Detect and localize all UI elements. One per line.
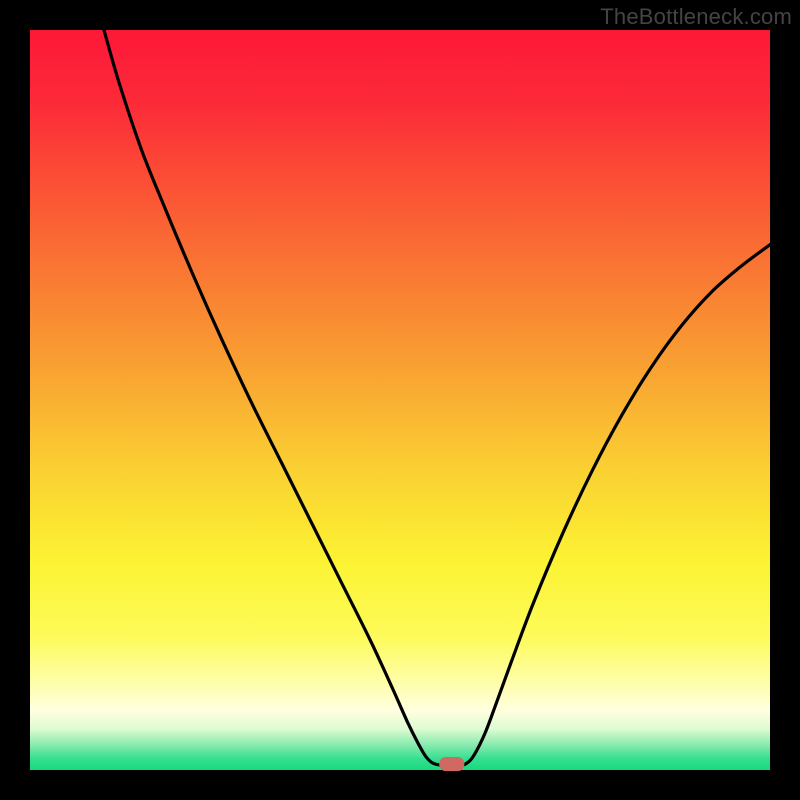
bottleneck-chart-svg: [0, 0, 800, 800]
watermark-text: TheBottleneck.com: [600, 4, 792, 30]
chart-frame: [0, 0, 800, 800]
